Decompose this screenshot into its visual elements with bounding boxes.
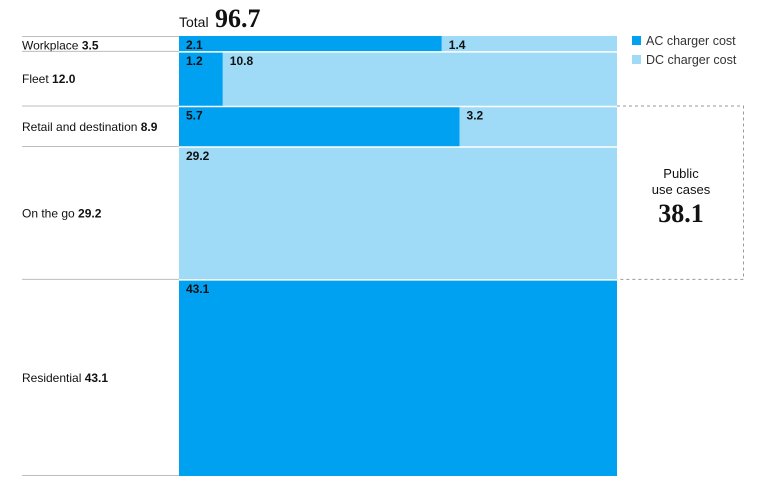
legend: AC charger cost DC charger cost	[632, 34, 737, 67]
public-use-cases-group: Public use cases 38.1	[617, 105, 744, 280]
seg-label-fleet-ac: 1.2	[186, 54, 203, 68]
total-label: Total	[179, 14, 209, 30]
category-label-on-the-go: On the go 29.2	[22, 206, 102, 220]
public-label-line1: Public	[663, 166, 699, 181]
bar-on-the-go-dc	[179, 147, 617, 280]
category-total: 43.1	[85, 371, 109, 385]
bar-residential-ac	[179, 279, 617, 476]
bar-workplace-ac	[179, 36, 442, 52]
category-label-retail-and-destination: Retail and destination 8.9	[22, 120, 158, 134]
seg-label-retail-and-destination-dc: 3.2	[467, 109, 484, 123]
category-label-residential: Residential 43.1	[22, 371, 108, 385]
category-total: 3.5	[82, 38, 99, 52]
seg-label-retail-and-destination-ac: 5.7	[186, 109, 203, 123]
legend-swatch-ac	[632, 36, 641, 45]
legend-label-ac: AC charger cost	[646, 34, 736, 48]
seg-label-workplace-dc: 1.4	[449, 38, 466, 52]
public-label-line2: use cases	[652, 182, 711, 197]
category-total: 8.9	[141, 120, 158, 134]
public-value: 38.1	[658, 199, 704, 228]
category-total: 12.0	[52, 72, 76, 86]
bar-workplace-dc	[441, 36, 617, 52]
bar-fleet-ac	[179, 51, 223, 107]
bar-rows: 2.1 1.4 Workplace 3.5 1.2 10.8 Fleet 12.0 5.7 3…	[22, 36, 618, 476]
category-total: 29.2	[78, 206, 102, 220]
category-label-workplace: Workplace 3.5	[22, 38, 99, 52]
total-value: 96.7	[215, 4, 261, 33]
legend-swatch-dc	[632, 55, 641, 64]
category-label-fleet: Fleet 12.0	[22, 72, 76, 86]
category-name: Workplace	[22, 38, 82, 52]
category-name: Fleet	[22, 72, 52, 86]
seg-label-fleet-dc: 10.8	[230, 54, 254, 68]
seg-label-workplace-ac: 2.1	[186, 38, 203, 52]
bar-retail-and-destination-ac	[179, 106, 460, 148]
seg-label-residential-ac: 43.1	[186, 282, 210, 296]
category-name: On the go	[22, 206, 78, 220]
bar-retail-and-destination-dc	[459, 106, 617, 148]
legend-label-dc: DC charger cost	[646, 53, 737, 67]
category-name: Retail and destination	[22, 120, 141, 134]
category-name: Residential	[22, 371, 85, 385]
bar-fleet-dc	[222, 51, 618, 107]
seg-label-on-the-go-dc: 29.2	[186, 149, 210, 163]
